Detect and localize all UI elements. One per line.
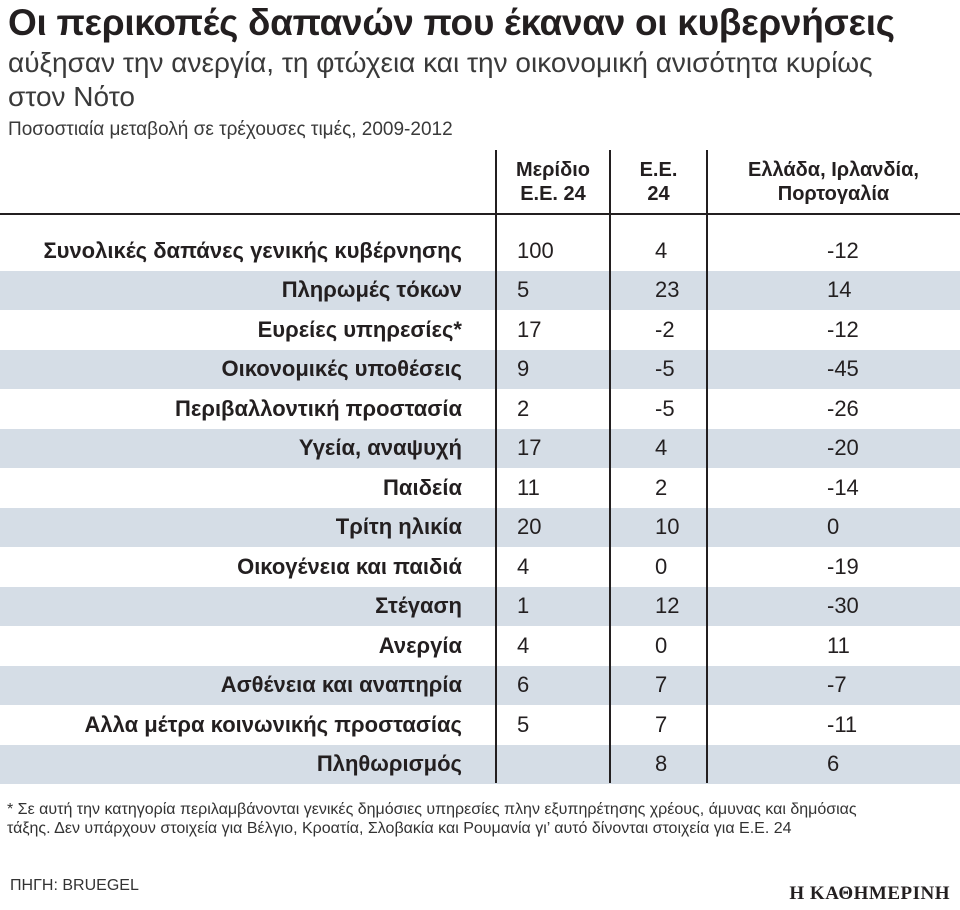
table-row: Υγεία, αναψυχή 17 4 -20	[0, 428, 960, 468]
row-label: Συνολικές δαπάνες γενικής κυβέρνησης	[43, 237, 462, 263]
cell-eu24: 10	[655, 514, 680, 540]
cell-eu24: 0	[655, 553, 668, 579]
chart-title: Οι περικοπές δαπανών που έκαναν οι κυβερ…	[8, 2, 895, 43]
footnote: * Σε αυτή την κατηγορία περιλαμβάνονται …	[7, 801, 857, 837]
cell-share-eu24: 2	[517, 395, 530, 421]
header-gip: Ελλάδα, Ιρλανδία, Πορτογαλία	[707, 150, 960, 213]
header-share-eu24: Μερίδιο Ε.Ε. 24	[496, 150, 610, 213]
row-label: Υγεία, αναψυχή	[298, 435, 462, 461]
row-label: Παιδεία	[383, 474, 462, 500]
table-row: Παιδεία 11 2 -14	[0, 468, 960, 508]
row-label: Τρίτη ηλικία	[335, 514, 462, 540]
table-header: Μερίδιο Ε.Ε. 24 Ε.Ε. 24 Ελλάδα, Ιρλανδία…	[0, 150, 960, 215]
cell-eu24: -2	[655, 316, 675, 342]
row-label: Ασθένεια και αναπηρία	[220, 672, 462, 698]
cell-eu24: -5	[655, 395, 675, 421]
header-share-eu24-label: Μερίδιο Ε.Ε. 24	[516, 158, 590, 205]
chart-caption: Ποσοστιαία μεταβολή σε τρέχουσες τιμές, …	[8, 119, 453, 140]
cell-share-eu24: 100	[517, 237, 554, 263]
cell-share-eu24: 5	[517, 277, 530, 303]
cell-gip: -19	[827, 553, 859, 579]
row-label: Οικονομικές υποθέσεις	[221, 356, 462, 382]
cell-eu24: 4	[655, 435, 668, 461]
cell-eu24: 4	[655, 237, 668, 263]
cell-gip: -45	[827, 356, 859, 382]
cell-share-eu24: 11	[517, 474, 540, 500]
row-label: Ευρείες υπηρεσίες*	[257, 316, 462, 342]
cell-share-eu24: 17	[517, 435, 542, 461]
row-label: Οικογένεια και παιδιά	[237, 553, 462, 579]
cell-gip: 0	[827, 514, 840, 540]
publisher-logo: Η ΚΑΘΗΜΕΡΙΝΗ	[789, 883, 950, 904]
row-label: Πληθωρισμός	[316, 751, 462, 777]
table-body: Συνολικές δαπάνες γενικής κυβέρνησης 100 4…	[0, 231, 960, 784]
table-row: Τρίτη ηλικία 20 10 0	[0, 507, 960, 547]
header-gip-label: Ελλάδα, Ιρλανδία, Πορτογαλία	[748, 158, 919, 205]
cell-share-eu24: 20	[517, 514, 542, 540]
cell-eu24: 7	[655, 711, 668, 737]
cell-eu24: 0	[655, 632, 668, 658]
cell-share-eu24: 17	[517, 316, 542, 342]
cell-gip: -7	[827, 672, 847, 698]
cell-gip: 14	[827, 277, 852, 303]
table-row: Ανεργία 4 0 11	[0, 626, 960, 666]
row-label: Αλλα μέτρα κοινωνικής προστασίας	[84, 711, 463, 737]
table-row: Στέγαση 1 12 -30	[0, 586, 960, 626]
cell-share-eu24: 1	[517, 593, 530, 619]
table-row: Περιβαλλοντική προστασία 2 -5 -26	[0, 389, 960, 429]
row-label: Πληρωμές τόκων	[281, 277, 462, 303]
cell-eu24: 12	[655, 593, 680, 619]
cell-eu24: 23	[655, 277, 680, 303]
table-row: Οικογένεια και παιδιά 4 0 -19	[0, 547, 960, 587]
table-row: Συνολικές δαπάνες γενικής κυβέρνησης 100 4…	[0, 231, 960, 271]
cell-eu24: 8	[655, 751, 668, 777]
chart-subtitle: αύξησαν την ανεργία, τη φτώχεια και την …	[8, 47, 873, 112]
cell-share-eu24: 5	[517, 711, 530, 737]
data-table: Μερίδιο Ε.Ε. 24 Ε.Ε. 24 Ελλάδα, Ιρλανδία…	[0, 150, 960, 784]
cell-gip: -12	[827, 237, 859, 263]
table-row: Ασθένεια και αναπηρία 6 7 -7	[0, 665, 960, 705]
cell-gip: -20	[827, 435, 859, 461]
cell-share-eu24: 9	[517, 356, 530, 382]
column-divider	[495, 150, 497, 783]
cell-share-eu24: 6	[517, 672, 530, 698]
cell-gip: 11	[827, 632, 850, 658]
cell-gip: -11	[827, 711, 858, 737]
cell-gip: -26	[827, 395, 859, 421]
column-divider	[706, 150, 708, 783]
header-eu24-label: Ε.Ε. 24	[639, 158, 678, 205]
table-row: Πληρωμές τόκων 5 23 14	[0, 270, 960, 310]
row-label: Ανεργία	[378, 632, 462, 658]
cell-gip: -30	[827, 593, 859, 619]
table-row: Πληθωρισμός 8 6	[0, 744, 960, 784]
cell-eu24: -5	[655, 356, 675, 382]
table-row: Οικονομικές υποθέσεις 9 -5 -45	[0, 349, 960, 389]
table-row: Ευρείες υπηρεσίες* 17 -2 -12	[0, 310, 960, 350]
cell-gip: -14	[827, 474, 859, 500]
cell-share-eu24: 4	[517, 632, 530, 658]
cell-eu24: 2	[655, 474, 668, 500]
source-note: ΠΗΓΗ: BRUEGEL	[10, 877, 139, 894]
column-divider	[609, 150, 611, 783]
cell-gip: 6	[827, 751, 840, 777]
row-label: Περιβαλλοντική προστασία	[175, 395, 462, 421]
cell-share-eu24: 4	[517, 553, 530, 579]
header-eu24: Ε.Ε. 24	[610, 150, 707, 213]
cell-eu24: 7	[655, 672, 668, 698]
cell-gip: -12	[827, 316, 859, 342]
row-label: Στέγαση	[375, 593, 462, 619]
table-row: Αλλα μέτρα κοινωνικής προστασίας 5 7 -11	[0, 705, 960, 745]
